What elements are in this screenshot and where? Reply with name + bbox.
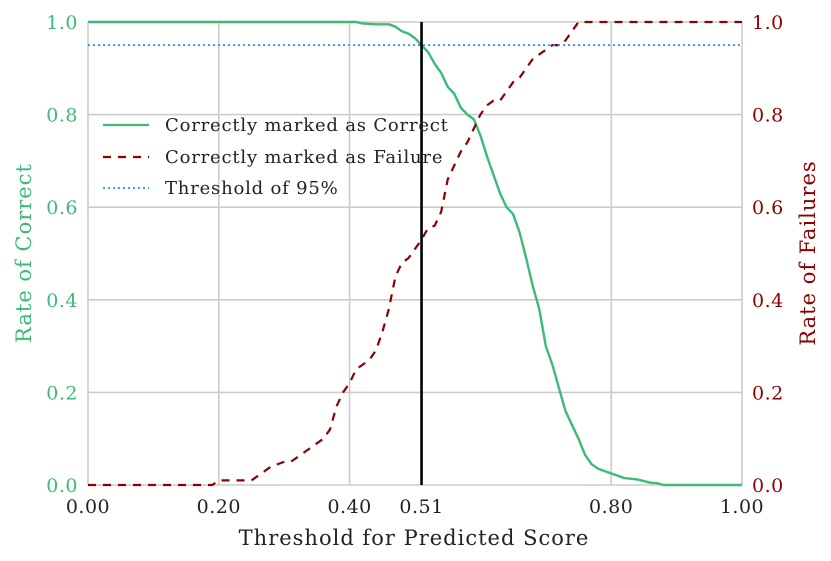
left-y-tick-label: 0.8 <box>46 105 78 127</box>
right-y-tick-label: 0.8 <box>752 105 784 127</box>
x-tick-label: 0.20 <box>197 496 241 518</box>
x-tick-label: 1.00 <box>720 496 764 518</box>
legend-label-threshold: Threshold of 95% <box>165 178 339 199</box>
left-y-tick-label: 1.0 <box>46 12 78 34</box>
right-y-tick-label: 1.0 <box>752 12 784 34</box>
right-y-tick-label: 0.0 <box>752 475 784 497</box>
series-layer <box>88 20 742 487</box>
left-y-tick-label: 0.2 <box>46 382 78 404</box>
x-axis-title: Threshold for Predicted Score <box>239 526 590 550</box>
x-tick-label: 0.00 <box>66 496 110 518</box>
x-tick-label: 0.80 <box>589 496 633 518</box>
right-y-tick-label: 0.4 <box>752 290 784 312</box>
x-tick-label: 0.40 <box>327 496 371 518</box>
left-y-tick-label: 0.4 <box>46 290 78 312</box>
series-line-correct <box>88 20 742 487</box>
right-y-tick-label: 0.6 <box>752 197 784 219</box>
left-y-axis-title: Rate of Correct <box>12 163 36 343</box>
series-line-failure <box>88 20 742 487</box>
right-y-tick-label: 0.2 <box>752 382 784 404</box>
legend-label-failure: Correctly marked as Failure <box>165 147 443 168</box>
legend-label-correct: Correctly marked as Correct <box>165 115 449 136</box>
x-tick-label: 0.51 <box>399 496 443 518</box>
grid <box>87 21 743 486</box>
ticks: 0.00 0.20 0.40 0.51 0.80 1.000.00.20.40.60.81… <box>46 12 783 518</box>
left-y-tick-label: 0.6 <box>46 197 78 219</box>
right-y-axis-title: Rate of Failures <box>796 160 820 345</box>
legend: Correctly marked as Correct Correctly ma… <box>103 115 449 199</box>
left-y-tick-label: 0.0 <box>46 475 78 497</box>
